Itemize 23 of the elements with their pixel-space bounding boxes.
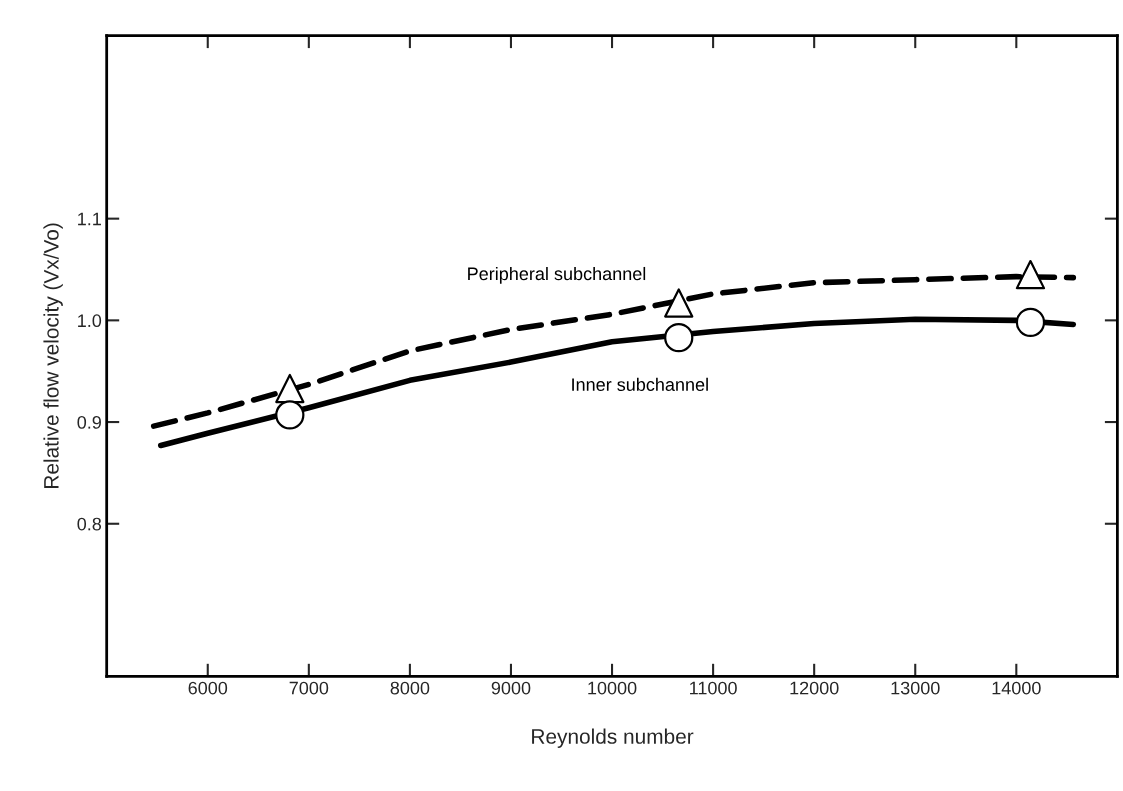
point: [275, 373, 305, 404]
x-tick-label: 10000: [588, 681, 637, 695]
y-tick-label: 1.0: [78, 314, 102, 328]
x-tick-label: 7000: [289, 681, 329, 695]
y-tick-label: 1.1: [78, 212, 101, 226]
y-tick-label: 0.9: [77, 415, 101, 429]
point: [1015, 307, 1046, 338]
x-tick-label: 6000: [188, 681, 228, 695]
x-tick-label: 11000: [690, 681, 737, 695]
x-tick-label: 8000: [390, 681, 430, 695]
point: [664, 288, 694, 318]
x-axis-title: Reynolds number: [532, 728, 694, 748]
x-tick-label: 9000: [491, 681, 531, 695]
series-label: Inner subchannel: [572, 377, 708, 391]
y-tick-label: 0.8: [77, 517, 102, 531]
x-tick-label: 14000: [992, 681, 1041, 695]
point: [275, 400, 305, 430]
y-axis-title: Relative flow velocity (Vx/Vo): [43, 223, 63, 488]
point: [1015, 259, 1046, 290]
series-label: Peripheral subchannel: [468, 266, 646, 284]
x-tick-label: 13000: [891, 681, 940, 695]
x-tick-label: 12000: [790, 681, 839, 695]
point: [664, 323, 694, 353]
